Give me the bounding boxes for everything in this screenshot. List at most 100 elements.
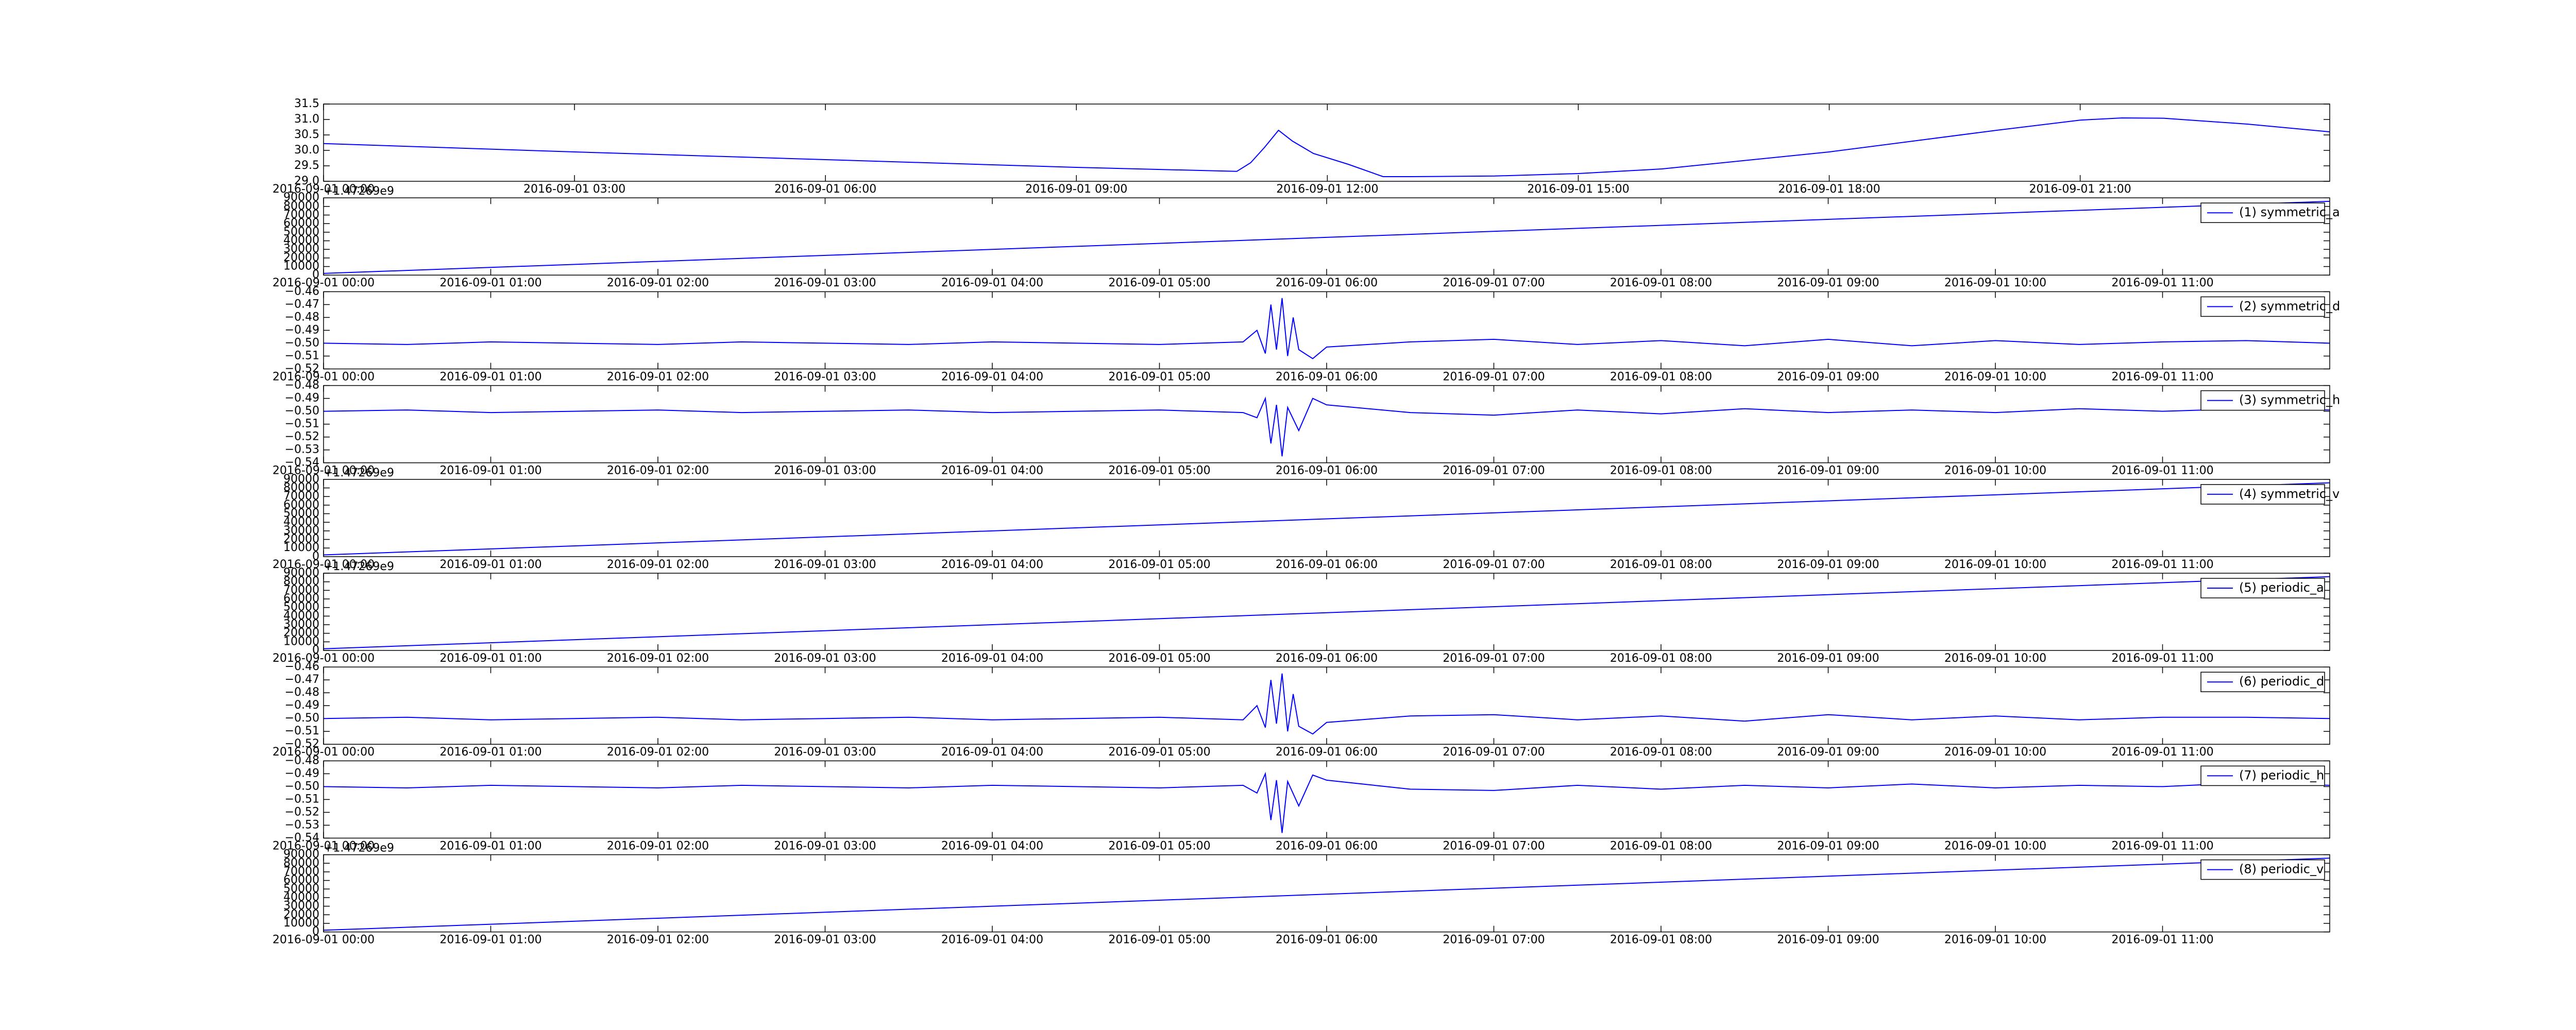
x-tick-label: 2016-09-01 11:00: [2111, 934, 2213, 947]
x-tick-label: 2016-09-01 07:00: [1443, 934, 1545, 947]
x-tick-label: 2016-09-01 01:00: [439, 558, 541, 571]
y-tick-label: 20000: [283, 251, 319, 264]
y-tick-label: 90000: [283, 566, 319, 579]
x-tick-label: 2016-09-01 00:00: [273, 277, 375, 289]
x-tick-label: 2016-09-01 11:00: [2111, 277, 2213, 289]
x-tick-label: 2016-09-01 07:00: [1443, 370, 1545, 383]
x-tick-label: 2016-09-01 00:00: [273, 746, 375, 759]
y-tick-label: 60000: [283, 499, 319, 511]
y-tick-label: −0.47: [285, 298, 319, 311]
x-tick-label: 2016-09-01 04:00: [941, 934, 1043, 947]
offset-text: +1.47269e9: [324, 842, 394, 855]
y-tick-label: 50000: [283, 882, 319, 895]
x-tick-label: 2016-09-01 04:00: [941, 465, 1043, 477]
data-line: [323, 576, 2330, 649]
x-tick-label: 2016-09-01 07:00: [1443, 558, 1545, 571]
legend-label: (1) symmetric_a: [2239, 205, 2340, 219]
x-tick-label: 2016-09-01 04:00: [941, 558, 1043, 571]
x-tick-label: 2016-09-01 00:00: [273, 652, 375, 665]
legend-label: (4) symmetric_v: [2239, 487, 2340, 501]
axes-frame: [323, 479, 2330, 557]
legend-label: (7) periodic_h: [2239, 768, 2324, 782]
y-tick-label: −0.49: [285, 323, 319, 336]
y-tick-label: 29.5: [294, 159, 319, 172]
x-tick-label: 2016-09-01 04:00: [941, 746, 1043, 759]
y-tick-label: −0.50: [285, 405, 319, 418]
y-tick-label: −0.52: [285, 805, 319, 818]
x-tick-label: 2016-09-01 03:00: [523, 183, 625, 196]
x-tick-label: 2016-09-01 05:00: [1108, 934, 1210, 947]
y-tick-label: 80000: [283, 856, 319, 869]
y-tick-label: −0.54: [285, 456, 319, 469]
axes-frame: [323, 854, 2330, 933]
x-tick-label: 2016-09-01 03:00: [774, 370, 876, 383]
y-tick-label: −0.50: [285, 780, 319, 793]
y-tick-label: −0.48: [285, 379, 319, 392]
y-tick-label: −0.48: [285, 311, 319, 323]
x-tick-label: 2016-09-01 10:00: [1944, 839, 2046, 852]
x-tick-label: 2016-09-01 10:00: [1944, 558, 2046, 571]
x-tick-label: 2016-09-01 09:00: [1777, 277, 1879, 289]
y-tick-label: 40000: [283, 516, 319, 528]
x-tick-label: 2016-09-01 05:00: [1108, 465, 1210, 477]
x-tick-label: 2016-09-01 03:00: [774, 934, 876, 947]
y-tick-label: −0.51: [285, 418, 319, 431]
x-tick-label: 2016-09-01 02:00: [607, 277, 709, 289]
x-tick-label: 2016-09-01 11:00: [2111, 558, 2213, 571]
x-tick-label: 2016-09-01 21:00: [2029, 183, 2131, 196]
y-tick-label: −0.54: [285, 831, 319, 844]
y-tick-label: 31.5: [294, 97, 319, 110]
x-tick-label: 2016-09-01 00:00: [273, 183, 375, 196]
x-tick-label: 2016-09-01 10:00: [1944, 465, 2046, 477]
x-tick-label: 2016-09-01 08:00: [1610, 934, 1712, 947]
y-tick-label: −0.53: [285, 443, 319, 456]
x-tick-label: 2016-09-01 07:00: [1443, 746, 1545, 759]
y-tick-label: −0.52: [285, 362, 319, 375]
x-tick-label: 2016-09-01 01:00: [439, 652, 541, 665]
x-tick-label: 2016-09-01 00:00: [273, 370, 375, 383]
y-tick-label: 50000: [283, 226, 319, 238]
x-tick-label: 2016-09-01 15:00: [1527, 183, 1629, 196]
x-tick-label: 2016-09-01 00:00: [273, 558, 375, 571]
offset-text: +1.47269e9: [324, 560, 394, 573]
y-tick-label: 60000: [283, 874, 319, 887]
y-tick-label: −0.46: [285, 285, 319, 298]
y-tick-label: 50000: [283, 601, 319, 614]
x-tick-label: 2016-09-01 05:00: [1108, 370, 1210, 383]
x-tick-label: 2016-09-01 04:00: [941, 839, 1043, 852]
y-tick-label: 70000: [283, 209, 319, 221]
y-tick-label: 20000: [283, 533, 319, 545]
x-tick-label: 2016-09-01 06:00: [1276, 652, 1378, 665]
x-tick-label: 2016-09-01 08:00: [1610, 370, 1712, 383]
x-tick-label: 2016-09-01 01:00: [439, 465, 541, 477]
x-tick-label: 2016-09-01 03:00: [774, 839, 876, 852]
x-tick-label: 2016-09-01 04:00: [941, 277, 1043, 289]
y-tick-label: 60000: [283, 592, 319, 605]
x-tick-label: 2016-09-01 01:00: [439, 370, 541, 383]
x-tick-label: 2016-09-01 02:00: [607, 746, 709, 759]
legend-label: (6) periodic_d: [2239, 674, 2324, 689]
x-tick-label: 2016-09-01 18:00: [1778, 183, 1880, 196]
y-tick-label: 20000: [283, 908, 319, 921]
x-tick-label: 2016-09-01 07:00: [1443, 652, 1545, 665]
y-tick-label: 0: [312, 644, 319, 657]
x-tick-label: 2016-09-01 09:00: [1025, 183, 1127, 196]
y-tick-label: −0.46: [285, 660, 319, 673]
y-tick-label: 40000: [283, 609, 319, 622]
x-tick-label: 2016-09-01 05:00: [1108, 839, 1210, 852]
x-tick-label: 2016-09-01 10:00: [1944, 277, 2046, 289]
x-tick-label: 2016-09-01 06:00: [1276, 277, 1378, 289]
y-tick-label: 60000: [283, 217, 319, 230]
y-tick-label: 90000: [283, 848, 319, 861]
data-line: [323, 857, 2330, 931]
x-tick-label: 2016-09-01 06:00: [1276, 558, 1378, 571]
y-tick-label: 70000: [283, 583, 319, 596]
data-line: [323, 771, 2330, 833]
y-tick-label: 40000: [283, 891, 319, 904]
y-tick-label: −0.49: [285, 699, 319, 712]
y-tick-label: 29.0: [294, 175, 319, 187]
x-tick-label: 2016-09-01 03:00: [774, 277, 876, 289]
y-tick-label: −0.49: [285, 767, 319, 780]
y-tick-label: 10000: [283, 260, 319, 273]
